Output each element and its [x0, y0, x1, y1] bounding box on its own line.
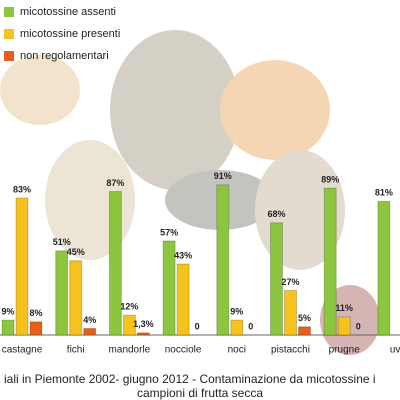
bar [108, 190, 122, 336]
bar [216, 184, 230, 336]
bar [176, 263, 190, 336]
x-tick-label: castagne [2, 345, 43, 356]
data-label: 4% [83, 315, 96, 325]
x-tick-label: pistacchi [271, 345, 310, 356]
data-label: 83% [13, 184, 31, 194]
data-label: 51% [53, 237, 71, 247]
legend-swatch [4, 7, 14, 17]
legend-label: micotossine assenti [20, 6, 116, 18]
bar [162, 240, 176, 336]
data-label: 57% [160, 227, 178, 237]
bar [377, 200, 391, 336]
bar [83, 327, 97, 336]
bar [15, 197, 29, 336]
bar [122, 314, 136, 336]
legend-swatch [4, 29, 14, 39]
legend-label: non regolamentari [20, 50, 109, 62]
x-tick-label: fichi [67, 345, 85, 356]
data-label: 91% [214, 171, 232, 181]
bar [136, 332, 150, 336]
data-label: 11% [335, 303, 353, 313]
legend-swatch [4, 51, 14, 61]
data-label: 12% [120, 302, 138, 312]
bar [69, 260, 83, 336]
bar [55, 250, 69, 336]
x-tick-label: mandorle [109, 345, 151, 356]
chart-title: iali in Piemonte 2002- giugno 2012 - Con… [4, 372, 376, 386]
x-tick-label: prugne [329, 345, 361, 356]
data-label: 68% [267, 209, 285, 219]
data-label: 0 [356, 321, 361, 331]
bar [284, 289, 297, 336]
data-label: 43% [174, 250, 192, 260]
x-tick-label: noci [228, 345, 246, 356]
x-tick-label: uve [390, 345, 400, 356]
data-label: 8% [29, 308, 42, 318]
data-label: 1,3% [133, 319, 154, 329]
bar [29, 321, 43, 336]
data-label: 89% [321, 175, 339, 185]
data-label: 81% [375, 188, 393, 198]
bar [323, 187, 337, 336]
data-label: 87% [106, 178, 124, 188]
data-label: 0 [248, 321, 253, 331]
data-label: 45% [67, 247, 85, 257]
data-label: 27% [281, 277, 299, 287]
bar [337, 316, 351, 336]
data-label: 9% [1, 307, 14, 317]
data-label: 0 [195, 321, 200, 331]
data-label: 9% [230, 307, 243, 317]
bar [298, 326, 311, 336]
chart-subtitle: campioni di frutta secca [137, 386, 263, 400]
bar [1, 319, 15, 336]
bar [270, 222, 283, 336]
data-label: 5% [298, 313, 311, 323]
legend-label: micotossine presenti [20, 28, 120, 40]
bar [230, 319, 244, 336]
x-tick-label: nocciole [165, 345, 202, 356]
